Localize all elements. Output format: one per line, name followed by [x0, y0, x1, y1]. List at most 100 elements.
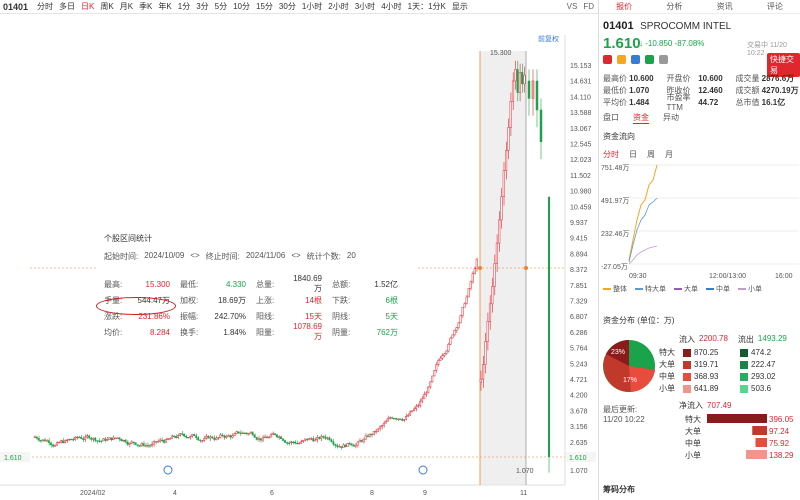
event-icon[interactable]: [418, 465, 428, 475]
y-axis-label: 9.415: [570, 236, 588, 243]
candle: [457, 322, 460, 328]
stat-value: 6根: [385, 295, 398, 305]
candle: [511, 80, 515, 102]
candle: [427, 386, 430, 394]
period-tab[interactable]: 日K: [81, 2, 95, 11]
event-icon[interactable]: [163, 465, 173, 475]
adjust-mode-label[interactable]: 前复权: [538, 34, 559, 43]
tag-icon[interactable]: [603, 55, 612, 64]
flow-line-xl: [628, 197, 658, 263]
quick-trade-button[interactable]: 快捷交易: [767, 53, 800, 77]
period-tab[interactable]: 1小时: [301, 2, 323, 11]
sub-tab[interactable]: 资金: [633, 113, 649, 124]
quote-value: 10.600: [698, 73, 723, 83]
candle: [189, 436, 192, 439]
candle: [33, 436, 36, 439]
tag-icon[interactable]: [617, 55, 626, 64]
period-tab[interactable]: 年K: [158, 2, 172, 11]
period-tab[interactable]: 30分: [278, 2, 296, 11]
stock-header: 01401 SPROCOMM INTEL: [603, 20, 731, 32]
y-axis-label: 12.545: [570, 142, 592, 149]
y-axis-label: 14.631: [570, 79, 592, 86]
stat-value: 231.86%: [138, 311, 170, 321]
right-tab[interactable]: 评论: [766, 2, 783, 11]
y-axis-label: 11.502: [570, 173, 591, 180]
right-tab[interactable]: 分析: [666, 2, 683, 11]
net-label: 净流入: [679, 400, 703, 410]
candle: [516, 69, 519, 93]
period-tab[interactable]: 15分: [256, 2, 273, 11]
price-tag-right: [566, 452, 596, 462]
sub-tab[interactable]: 盘口: [603, 113, 619, 122]
net-value: 75.92: [769, 439, 790, 448]
candle: [413, 408, 416, 411]
y-axis-label: 5.243: [570, 361, 588, 368]
candle: [68, 438, 70, 441]
net-kind: 特大: [685, 414, 701, 424]
range-marker: [524, 266, 528, 270]
period-tab[interactable]: 1天：1分K: [407, 2, 446, 11]
period-tab[interactable]: 3小时: [354, 2, 376, 11]
candle: [275, 434, 278, 438]
period-tab[interactable]: 季K: [139, 2, 153, 11]
fd-icon[interactable]: FD: [583, 2, 594, 11]
candle: [213, 437, 216, 440]
period-tabs: 分时 日 周 月: [603, 149, 673, 160]
period-tab[interactable]: 周K: [100, 2, 114, 11]
out-swatch: [740, 360, 748, 369]
flow-period-tab[interactable]: 日: [629, 150, 637, 159]
period-tab[interactable]: 分时: [37, 2, 54, 11]
flow-period-tab[interactable]: 周: [647, 150, 655, 159]
candle: [330, 439, 333, 443]
period-tab[interactable]: 月K: [119, 2, 134, 11]
period-tab[interactable]: 1分: [177, 2, 191, 11]
tag-icon[interactable]: [645, 55, 654, 64]
quote-label: 最低价: [603, 85, 627, 95]
candle: [37, 437, 40, 441]
candle: [417, 405, 420, 407]
y-axis-label: 10.459: [570, 204, 592, 211]
period-tab[interactable]: 多日: [59, 2, 76, 11]
period-tab[interactable]: 4小时: [381, 2, 402, 11]
period-tab[interactable]: 3分: [196, 2, 209, 11]
sub-tab[interactable]: 异动: [663, 113, 679, 122]
candle: [509, 101, 512, 128]
candle: [322, 436, 325, 438]
candle: [231, 435, 234, 438]
flow-period-tab[interactable]: 分时: [603, 150, 619, 159]
net-kind: 小单: [685, 450, 701, 460]
dist-kind: 特大: [659, 348, 675, 358]
stat-label: 阳线:: [256, 311, 275, 321]
tag-icon[interactable]: [659, 55, 668, 64]
quote-label: 开盘价: [666, 73, 691, 83]
compare-icon[interactable]: VS: [566, 2, 578, 11]
kline-svg[interactable]: 15.153 14.631 14.110 13.588 13.067 12.545 12.0…: [0, 15, 598, 500]
period-tab[interactable]: 10分: [233, 2, 251, 11]
right-tab[interactable]: 报价: [616, 2, 633, 11]
period-tab[interactable]: 显示: [451, 2, 468, 11]
legend-swatch: [738, 288, 746, 291]
dist-in: 870.25: [694, 348, 719, 358]
candle: [469, 281, 472, 289]
end-adjust-icon[interactable]: <>: [291, 251, 301, 260]
candle: [449, 337, 452, 345]
kline-chart[interactable]: 15.153 14.631 14.110 13.588 13.067 12.545 12.0…: [0, 15, 598, 500]
period-tab[interactable]: 5分: [214, 2, 228, 11]
period-tab[interactable]: 2小时: [328, 2, 349, 11]
in-swatch: [683, 384, 691, 393]
tag-icon[interactable]: [631, 55, 640, 64]
price-tag-left-text: 1.610: [4, 455, 22, 462]
highlight-oval: [96, 297, 176, 315]
candle: [340, 446, 343, 448]
candle: [409, 411, 412, 416]
stat-label: 换手:: [180, 327, 199, 337]
flow-period-tab[interactable]: 月: [665, 150, 673, 159]
candle: [423, 393, 426, 399]
candle: [217, 437, 220, 439]
start-adjust-icon[interactable]: <>: [190, 251, 200, 260]
right-tab[interactable]: 资讯: [716, 2, 733, 11]
stats-row: 均价: 8.284 换手: 1.84% 阳量: 1078.69万 阴量: 762万: [104, 322, 414, 341]
stat-value: 15天: [305, 311, 322, 321]
candle: [284, 440, 286, 443]
candle: [160, 439, 163, 441]
